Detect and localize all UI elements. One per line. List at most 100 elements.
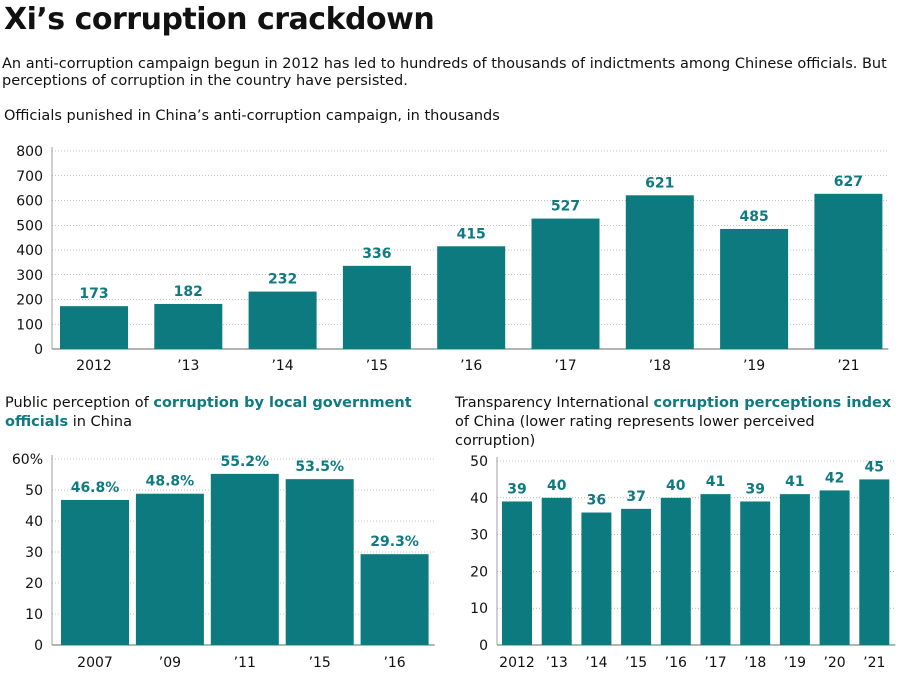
bar: [819, 490, 850, 645]
x-tick-label: ’11: [234, 655, 256, 671]
x-tick-label: ’18: [744, 655, 766, 671]
y-tick-label: 100: [16, 317, 43, 333]
y-tick-label: 30: [470, 528, 488, 544]
data-label: 621: [645, 175, 674, 191]
x-tick-label: 2012: [76, 358, 112, 374]
data-label: 36: [587, 493, 606, 509]
y-tick-label: 40: [25, 514, 43, 530]
data-label: 485: [739, 209, 768, 225]
chart-cpi-title-after: of China (lower rating represents lower …: [455, 414, 815, 449]
bar: [859, 479, 890, 645]
data-label: 41: [706, 474, 725, 490]
x-tick-label: ’14: [585, 655, 607, 671]
y-tick-label: 0: [479, 638, 488, 654]
bar: [60, 306, 128, 349]
data-label: 40: [547, 478, 567, 494]
chart-public-perception: 0 10 20 30 40 50 60% 46.8% 2007 48.8% ’09 55.2% ’11 5…: [12, 452, 435, 671]
data-label: 46.8%: [71, 480, 120, 496]
data-label: 415: [457, 226, 486, 242]
bar: [581, 512, 612, 645]
bar: [135, 493, 204, 645]
chart-public-perception-title-after: in China: [68, 414, 132, 430]
chart-cpi-title: Transparency International corruption pe…: [455, 394, 895, 451]
x-tick-label: ’16: [665, 655, 687, 671]
data-label: 527: [551, 199, 580, 215]
y-tick-label: 300: [16, 268, 43, 284]
data-label: 37: [626, 489, 645, 505]
y-tick-label: 50: [470, 454, 488, 470]
y-tick-label: 500: [16, 218, 43, 234]
y-tick-label: 400: [16, 243, 43, 259]
x-tick-label: ’18: [649, 358, 671, 374]
data-label: 29.3%: [370, 534, 419, 550]
bar: [154, 303, 223, 349]
x-tick-label: ’15: [625, 655, 647, 671]
chart-public-perception-title-before: Public perception of: [5, 395, 154, 411]
y-tick-label: 40: [470, 491, 488, 507]
chart-corruption-perceptions-index: 0 10 20 30 40 50 39 2012 40 ’13 36 ’14 37 ’15 40 ’16 41 ’…: [470, 454, 896, 671]
bar: [342, 265, 411, 349]
x-tick-label: 2012: [499, 655, 535, 671]
bar: [621, 508, 652, 645]
x-tick-label: ’15: [366, 358, 388, 374]
y-tick-label: 50: [25, 483, 43, 499]
y-tick-label: 200: [16, 293, 43, 309]
data-label: 627: [834, 174, 863, 190]
x-tick-label: ’15: [309, 655, 331, 671]
bar: [541, 497, 572, 645]
data-label: 42: [825, 470, 844, 486]
data-label: 45: [865, 459, 884, 475]
page-subtitle: An anti-corruption campaign begun in 201…: [2, 56, 887, 89]
bar: [660, 497, 691, 645]
y-tick-label: 20: [470, 564, 488, 580]
bar: [779, 494, 810, 645]
chart-public-perception-title: Public perception of corruption by local…: [5, 394, 425, 432]
x-tick-label: 2007: [77, 655, 113, 671]
x-tick-label: ’17: [554, 358, 576, 374]
data-label: 173: [79, 286, 108, 302]
page-title: Xi’s corruption crackdown: [4, 2, 435, 37]
y-tick-label: 600: [16, 194, 43, 210]
y-tick-label: 10: [470, 601, 488, 617]
bar: [360, 554, 429, 645]
data-label: 182: [174, 284, 203, 300]
y-tick-label: 20: [25, 576, 43, 592]
data-label: 39: [507, 481, 526, 497]
data-label: 41: [785, 474, 804, 490]
bar: [285, 479, 354, 645]
x-tick-label: ’21: [837, 358, 859, 374]
y-tick-label: 0: [34, 342, 43, 358]
y-tick-label: 10: [25, 607, 43, 623]
y-tick-label: 800: [16, 144, 43, 160]
chart-cpi-title-highlight: corruption perceptions index: [653, 395, 892, 411]
bar: [700, 494, 731, 645]
data-label: 48.8%: [146, 474, 195, 490]
y-tick-label: 700: [16, 169, 43, 185]
data-label: 53.5%: [295, 459, 344, 475]
y-tick-label: 60%: [12, 452, 43, 468]
data-label: 40: [666, 478, 686, 494]
x-tick-label: ’16: [383, 655, 405, 671]
x-tick-label: ’17: [704, 655, 726, 671]
x-tick-label: ’20: [823, 655, 845, 671]
bar: [740, 501, 771, 645]
bar: [625, 195, 694, 349]
x-tick-label: ’13: [546, 655, 568, 671]
chart-officials-punished: 0 100 200 300 400 500 600 700 800 173 2012 182 ’13 23…: [16, 144, 889, 374]
x-tick-label: ’09: [159, 655, 181, 671]
data-label: 336: [362, 246, 391, 262]
bar: [61, 499, 129, 645]
bar: [720, 228, 789, 349]
data-label: 39: [745, 481, 764, 497]
x-tick-label: ’16: [460, 358, 482, 374]
chart-cpi-title-before: Transparency International: [455, 395, 654, 411]
x-tick-label: ’13: [177, 358, 199, 374]
chart-public-perception-title-highlight: corruption by local government officials: [5, 395, 412, 430]
y-tick-label: 0: [34, 638, 43, 654]
chart-officials-title: Officials punished in China’s anti-corru…: [4, 108, 500, 124]
data-label: 55.2%: [221, 454, 270, 470]
x-tick-label: ’21: [863, 655, 885, 671]
bar: [437, 246, 506, 349]
x-tick-label: ’19: [743, 358, 765, 374]
